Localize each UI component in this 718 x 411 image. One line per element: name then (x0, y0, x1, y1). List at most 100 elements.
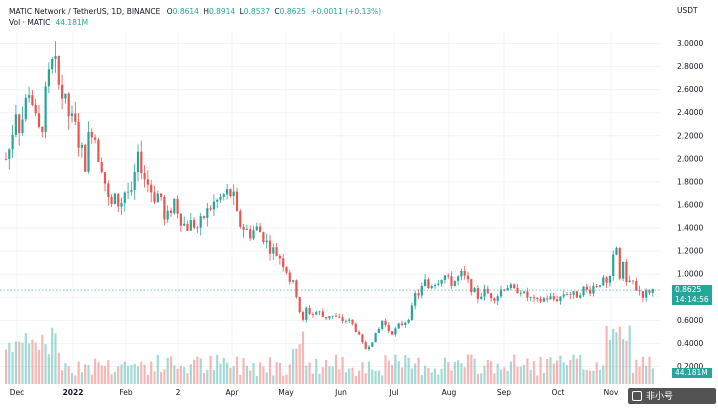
candle-body (556, 299, 559, 301)
candle-body (262, 232, 265, 243)
volume-bar (51, 327, 54, 384)
volume-bar (127, 365, 130, 384)
volume-bar (608, 339, 611, 384)
candle-body (143, 173, 146, 180)
volume-bar (183, 367, 186, 384)
candle-body (371, 342, 374, 347)
candle-body (186, 223, 189, 231)
y-tick-label: 0.4000 (677, 339, 703, 348)
candle-body (417, 293, 420, 296)
volume-bar (166, 357, 169, 384)
candle-body (206, 208, 209, 218)
volume-bar (268, 357, 272, 384)
candle-body (387, 325, 390, 332)
volume-bar (262, 366, 265, 384)
candle-body (242, 226, 245, 230)
volume-bar (301, 331, 305, 384)
volume-bar (602, 365, 605, 384)
candle-body (196, 227, 199, 229)
volume-bar (64, 363, 67, 384)
candle-body (559, 296, 562, 301)
y-tick-label: 1.2000 (677, 247, 703, 256)
candle-body (110, 196, 113, 204)
volume-bar (206, 369, 209, 384)
volume-bar (295, 348, 298, 384)
volume-bar (100, 365, 103, 384)
candle-body (235, 191, 239, 211)
ohlc-low-label: L (239, 7, 244, 16)
candle-body (364, 342, 367, 350)
volume-bar (292, 349, 295, 384)
candle-body (61, 84, 64, 99)
volume-bar (160, 371, 163, 384)
volume-bar (315, 358, 318, 384)
candle-body (331, 315, 334, 317)
volume-bar (232, 366, 235, 384)
volume-bar (457, 360, 460, 384)
volume-bar (549, 357, 552, 384)
volume-bar (410, 368, 413, 384)
candle-body (575, 291, 578, 298)
volume-bar (70, 373, 74, 384)
candle-body (635, 281, 638, 291)
candle-body (298, 297, 301, 313)
candle-body (21, 119, 24, 134)
volume-bar (427, 368, 430, 384)
candle-body (433, 284, 437, 287)
y-tick-label: 3.0000 (677, 39, 703, 48)
volume-bar (341, 356, 344, 384)
volume-bar (41, 334, 44, 384)
candle-body (453, 280, 456, 286)
volume-bar (351, 367, 354, 384)
candles-layer (4, 41, 654, 352)
candle-body (97, 139, 100, 162)
volume-bar (466, 354, 470, 384)
volume-bar (529, 369, 532, 384)
candle-body (301, 312, 305, 320)
candle-body (651, 289, 654, 293)
volume-bar (285, 374, 288, 384)
candle-body (334, 315, 338, 317)
volume-bar (437, 374, 440, 384)
candle-body (516, 288, 519, 294)
candle-body (466, 275, 470, 280)
candle-body (120, 202, 123, 207)
volume-bar (648, 356, 651, 384)
candle-body (226, 189, 229, 195)
candle-body (628, 280, 631, 283)
volume-bar (47, 354, 50, 384)
candle-body (579, 295, 582, 298)
candle-body (127, 191, 130, 193)
candle-body (189, 220, 192, 231)
candle-body (80, 144, 83, 148)
ohlc-high-value: 0.8914 (208, 7, 236, 16)
candle-body (486, 288, 489, 294)
candle-body (384, 320, 387, 326)
volume-bar (21, 343, 24, 384)
candle-body (100, 161, 103, 173)
volume-bar (447, 362, 450, 384)
candle-body (18, 114, 21, 134)
volume-bar (87, 365, 90, 384)
candle-body (47, 69, 50, 87)
candle-body (381, 320, 384, 329)
volume-bar (282, 375, 285, 384)
candle-body (150, 184, 153, 193)
candle-body (358, 331, 361, 335)
volume-bar (480, 373, 483, 384)
candle-body (476, 288, 479, 299)
volume-bar (344, 372, 347, 384)
watermark-logo-icon (632, 391, 642, 401)
price-change: +0.0011 (+0.13%) (310, 7, 382, 16)
volume-bar (407, 357, 410, 384)
volume-bar (506, 370, 509, 384)
ohlc-open-label: O (166, 7, 173, 16)
candle-body (625, 261, 628, 283)
candle-body (473, 288, 476, 293)
volume-bar (374, 371, 377, 384)
bar-countdown: 14:14:56 (675, 295, 709, 305)
symbol-header: MATIC Network / TetherUS, 1D, BINANCE O0… (9, 7, 381, 16)
volume-bar (556, 360, 559, 384)
